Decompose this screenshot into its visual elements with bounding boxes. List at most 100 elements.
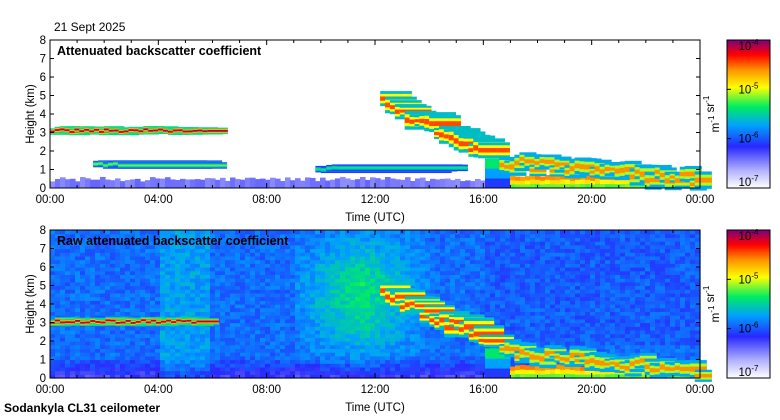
raster-cell [105,230,111,235]
raster-cell [355,237,361,242]
raster-cell [510,179,516,185]
raster-cell [255,341,261,346]
raster-cell [365,255,371,261]
raster-cell [95,344,101,349]
raster-cell [60,341,66,346]
raster-cell [460,289,466,294]
raster-cell [205,329,211,335]
raster-cell [585,270,591,275]
raster-cell [290,267,296,272]
raster-cell [345,370,351,375]
raster-cell [245,177,251,188]
raster-cell [120,252,126,257]
raster-cell [105,333,111,338]
raster-cell [475,255,481,261]
raster-cell [265,333,271,338]
raster-cell [300,237,306,242]
raster-cell [465,241,471,246]
raster-cell [295,285,301,290]
raster-cell [255,255,261,261]
raster-cell [305,311,311,316]
raster-cell [325,233,331,238]
raster-cell [140,329,146,335]
raster-cell [450,355,456,361]
raster-cell [245,259,251,264]
raster-cell [160,255,166,261]
raster-cell [375,307,381,312]
raster-cell [90,374,96,379]
raster-cell [545,304,551,309]
raster-cell [215,370,221,375]
raster-cell [215,326,221,331]
raster-cell [245,285,251,290]
raster-cell [580,278,586,283]
raster-cell [200,241,206,246]
raster-cell [255,252,261,257]
raster-cell [355,359,361,364]
y-tick-label: 1 [40,165,46,177]
raster-cell [415,355,421,361]
raster-cell [635,183,641,189]
raster-cell [120,289,126,294]
raster-cell [95,179,101,188]
raster-cell [120,337,126,342]
raster-cell [380,370,386,375]
raster-cell [295,296,301,301]
raster-cell [105,244,111,250]
raster-cell [445,255,451,261]
raster-cell [470,263,476,268]
raster-cell [355,333,361,338]
raster-cell [160,304,166,309]
raster-cell [545,300,551,305]
raster-cell [570,237,576,242]
raster-cell [510,281,516,287]
raster-cell [215,270,221,275]
raster-cell [265,244,271,250]
raster-cell [355,230,361,235]
raster-cell [330,315,336,320]
raster-cell [245,307,251,312]
raster-cell [80,263,86,268]
raster-cell [335,359,341,364]
raster-cell [220,363,226,368]
raster-cell [230,341,236,346]
raster-cell [520,289,526,294]
raster-cell [565,233,571,238]
raster-cell [525,329,531,335]
raster-cell [555,337,561,342]
raster-cell [250,322,256,327]
raster-cell [360,248,366,253]
raster-cell [465,230,471,235]
raster-cell [330,263,336,268]
raster-cell [240,241,246,246]
raster-cell [280,333,286,338]
raster-cell [410,333,416,338]
raster-cell [160,344,166,349]
raster-cell [260,241,266,246]
raster-cell [465,348,471,353]
raster-cell [110,374,116,379]
raster-cell [390,348,396,353]
raster-cell [140,252,146,257]
raster-cell [310,348,316,353]
raster-cell [585,255,591,261]
raster-cell [335,300,341,305]
raster-cell [120,274,126,279]
raster-cell [240,252,246,257]
raster-cell [555,322,561,327]
raster-cell [385,352,391,357]
raster-cell [360,274,366,279]
raster-cell [290,241,296,246]
raster-cell [195,255,201,261]
raster-cell [510,248,516,253]
raster-cell [460,267,466,272]
raster-cell [310,237,316,242]
raster-cell [490,307,496,312]
raster-cell [415,278,421,283]
raster-cell [235,289,241,294]
raster-cell [205,315,211,320]
layer-cell [544,159,562,164]
raster-cell [220,374,226,379]
raster-cell [255,333,261,338]
raster-cell [585,237,591,242]
